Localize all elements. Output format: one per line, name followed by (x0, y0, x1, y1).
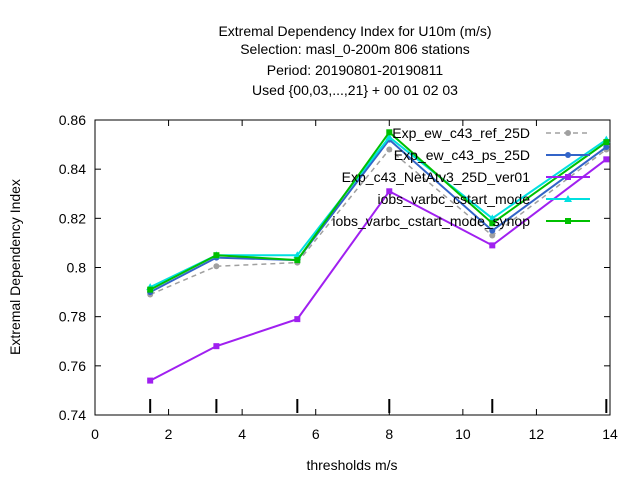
data-point (489, 220, 496, 227)
legend-item: iobs_varbc_cstart_mode_synop (332, 213, 590, 229)
data-point (386, 146, 393, 153)
series-line (149, 148, 607, 296)
x-tick-label: 14 (602, 426, 618, 442)
title-line-4: Used {00,03,...,21} + 00 01 02 03 (252, 82, 458, 98)
series-line (149, 158, 607, 382)
y-tick-label: 0.84 (59, 161, 86, 177)
data-point (565, 174, 571, 180)
x-tick-label: 8 (385, 426, 393, 442)
data-point (294, 257, 301, 264)
legend-item: Exp_c43_NetAtv3_25D_ver01 (342, 169, 590, 185)
y-tick-label: 0.76 (59, 358, 86, 374)
y-axis-label: Extremal Dependency Index (7, 179, 23, 355)
series-line (149, 138, 607, 293)
legend: Exp_ew_c43_ref_25D Exp_ew_c43_ps_25D Exp_c… (332, 125, 590, 229)
legend-label: Exp_ew_c43_ps_25D (394, 147, 530, 163)
data-point (489, 227, 496, 234)
series-line (149, 130, 607, 291)
data-point (603, 139, 610, 146)
title-line-1: Extremal Dependency Index for U10m (m/s) (218, 23, 491, 39)
y-tick-label: 0.82 (59, 210, 86, 226)
legend-label: iobs_varbc_cstart_mode_synop (332, 213, 530, 229)
plot-frame (94, 119, 611, 416)
data-point (385, 133, 394, 141)
series-Exp_c43_NetAtv3_25D_ver01 (147, 156, 610, 384)
x-tick-label: 0 (91, 426, 99, 442)
data-point (294, 316, 301, 323)
data-point (386, 188, 393, 195)
data-point (213, 263, 220, 270)
legend-label: Exp_c43_NetAtv3_25D_ver01 (342, 169, 531, 185)
data-point (565, 130, 571, 136)
data-point (489, 242, 496, 249)
data-point (213, 343, 220, 350)
title-line-3: Period: 20190801-20190811 (267, 62, 444, 78)
y-tick-label: 0.8 (67, 260, 87, 276)
legend-label: iobs_varbc_cstart_mode (377, 191, 530, 207)
x-tick-label: 2 (165, 426, 173, 442)
y-tick-label: 0.78 (59, 309, 86, 325)
legend-label: Exp_ew_c43_ref_25D (392, 125, 530, 141)
series-lines (146, 129, 611, 384)
x-tick-label: 12 (529, 426, 545, 442)
data-point (386, 129, 393, 136)
legend-item: Exp_ew_c43_ref_25D (392, 125, 590, 141)
data-point (489, 232, 496, 239)
threshold-markers (149, 399, 608, 413)
title-line-2: Selection: masl_0-200m 806 stations (240, 41, 470, 57)
y-tick-label: 0.86 (59, 112, 86, 128)
data-point (147, 377, 154, 384)
chart-title: Extremal Dependency Index for U10m (m/s)… (218, 23, 491, 98)
y-axis: 0.74 0.76 0.78 0.8 0.82 0.84 0.86 (59, 112, 610, 423)
x-tick-label: 10 (455, 426, 471, 442)
series-iobs_varbc_cstart_mode_synop (147, 129, 610, 293)
data-point (565, 218, 571, 224)
legend-item: Exp_ew_c43_ps_25D (394, 147, 590, 163)
y-tick-label: 0.74 (59, 407, 86, 423)
x-axis-label: thresholds m/s (306, 457, 397, 473)
legend-item: iobs_varbc_cstart_mode (377, 191, 590, 207)
x-axis: 0 2 4 6 8 10 12 14 (91, 120, 618, 442)
data-point (564, 195, 572, 202)
data-point (213, 252, 220, 259)
data-point (565, 152, 571, 158)
data-point (603, 144, 610, 151)
data-point (147, 286, 154, 293)
data-point (603, 156, 610, 163)
data-point (488, 214, 497, 222)
x-tick-label: 4 (238, 426, 246, 442)
x-tick-label: 6 (312, 426, 320, 442)
